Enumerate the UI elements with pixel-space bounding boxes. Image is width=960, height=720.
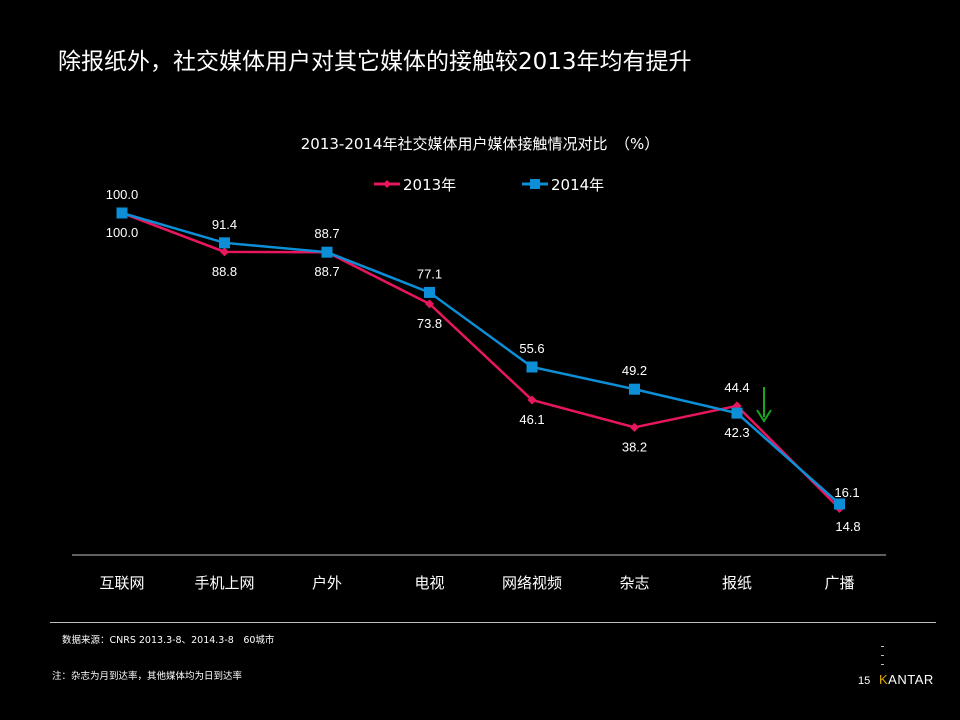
category-label-5: 杂志 (619, 574, 649, 592)
logo-rest: ANTAR (888, 672, 934, 687)
legend-2013-marker (383, 180, 391, 188)
logo-initial: K (879, 672, 889, 687)
series-2013-line (121, 211, 841, 510)
legend-2013-text: 2013年 (403, 176, 456, 194)
legend-2014-text: 2014年 (551, 176, 604, 194)
label-2014-3: 77.1 (417, 266, 442, 281)
category-label-0: 互联网 (99, 574, 144, 592)
category-label-1: 手机上网 (194, 574, 254, 592)
point-2013-4 (527, 395, 537, 405)
logo-dots (881, 646, 884, 673)
label-2014-4: 55.6 (519, 341, 544, 356)
label-2014-2: 88.7 (314, 226, 339, 241)
legend-2014: 2014年 (522, 176, 604, 194)
label-2014-5: 49.2 (622, 363, 647, 378)
label-2013-1: 88.8 (212, 264, 237, 279)
footer-divider (50, 622, 936, 623)
footnote: 注：杂志为月到达率，其他媒体均为日到达率 (52, 671, 243, 682)
point-2014-1 (219, 237, 230, 249)
point-2014-3 (424, 286, 435, 298)
kantar-logo: KANTAR (879, 672, 934, 687)
category-label-6: 报纸 (722, 574, 752, 592)
category-label-4: 网络视频 (502, 574, 562, 592)
label-2014-6: 42.3 (724, 425, 749, 440)
label-2013-0: 100.0 (106, 225, 139, 240)
slide-title: 除报纸外，社交媒体用户对其它媒体的接触较2013年均有提升 (58, 49, 692, 75)
point-2014-4 (526, 361, 538, 373)
page-number: 15 (858, 675, 871, 687)
legend-2013: 2013年 (374, 176, 456, 194)
label-2013-5: 38.2 (622, 439, 647, 454)
point-2013-1 (220, 247, 229, 257)
label-2013-6: 44.4 (724, 380, 749, 395)
down-arrow-icon (756, 387, 772, 423)
down-arrow-head (756, 409, 772, 423)
annotations (756, 387, 772, 423)
chart-title: 2013-2014年社交媒体用户媒体接触情况对比 （%） (300, 135, 660, 153)
point-2014-7 (834, 498, 845, 510)
series-markers (116, 207, 845, 513)
label-2014-1: 91.4 (212, 217, 237, 232)
label-2013-3: 73.8 (417, 316, 442, 331)
point-2013-3 (425, 299, 434, 309)
point-2014-6 (731, 407, 743, 419)
label-2014-7: 16.1 (834, 485, 859, 500)
point-2014-5 (629, 383, 640, 395)
legend-2014-marker (530, 179, 540, 189)
category-labels: 互联网 手机上网 户外 电视 网络视频 杂志 报纸 广播 (99, 574, 854, 592)
chart-legend: 2013年 2014年 (374, 176, 604, 194)
label-2013-2: 88.7 (314, 264, 339, 279)
series-2014-line (121, 211, 841, 505)
label-2013-4: 46.1 (519, 412, 544, 427)
point-2014-0 (116, 207, 128, 219)
label-2014-0: 100.0 (106, 187, 139, 202)
category-label-2: 户外 (312, 574, 342, 592)
data-labels: 100.0 91.4 88.7 77.1 55.6 49.2 42.3 16.1 100.0 88… (106, 187, 861, 534)
source-note: 数据来源：CNRS 2013.3-8、2014.3-8 60城市 (62, 635, 275, 646)
point-2013-5 (630, 422, 639, 432)
category-label-3: 电视 (414, 574, 444, 592)
point-2014-2 (321, 246, 333, 258)
category-label-7: 广播 (824, 574, 854, 592)
series-lines (121, 211, 841, 510)
label-2013-7: 14.8 (835, 519, 860, 534)
